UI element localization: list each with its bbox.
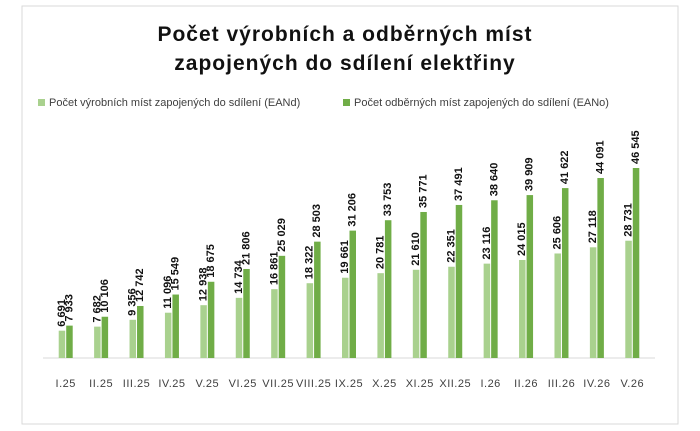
value-label: 24 015 [516,222,528,256]
value-label: 37 491 [453,167,465,201]
bar [172,294,179,358]
bar [420,211,427,358]
x-tick-label: VI.25 [229,378,257,390]
value-label: 25 606 [552,216,564,250]
value-label: 7 933 [63,294,75,322]
value-label: 19 661 [339,240,351,274]
bar [455,204,463,358]
x-tick-label: II.25 [89,378,113,390]
x-tick-label: V.25 [196,378,220,390]
bar [278,255,286,358]
bar [625,240,632,358]
value-label: 14 734 [233,259,245,294]
x-tick-label: XII.25 [439,378,471,390]
value-label: 23 116 [481,227,493,260]
bar [526,195,534,358]
bar [589,247,597,358]
bar [349,230,356,358]
value-label: 9 356 [127,288,139,316]
bar [200,305,207,358]
bar [314,241,321,358]
value-label: 31 206 [347,193,359,227]
bar [412,269,420,358]
x-tick-label: IV.25 [158,378,185,390]
bar [448,266,455,358]
bar [94,326,101,358]
x-tick-label: IV.26 [583,378,610,390]
value-label: 16 861 [268,252,280,286]
bar [561,188,569,358]
value-label: 18 322 [304,246,316,280]
value-label: 15 549 [170,257,182,291]
value-label: 35 771 [417,174,429,208]
value-label: 38 640 [488,163,500,197]
value-label: 21 806 [240,231,252,265]
x-tick-label: III.25 [123,378,150,390]
value-label: 44 091 [595,140,607,174]
value-label: 12 938 [198,268,210,302]
title-part: zapojených do sdílení elektřiny [174,52,515,75]
bar [66,325,73,358]
value-label: 46 545 [630,130,642,164]
title-part: Počet výrobních a odběrných míst [157,23,532,46]
value-label: 20 781 [375,236,387,270]
x-tick-label: I.26 [480,378,500,390]
bar [207,281,215,358]
value-label: 7 682 [91,295,103,323]
x-tick-label: V.26 [620,378,644,390]
value-label: 25 029 [276,218,288,252]
bar [306,283,314,358]
x-tick-label: X.25 [372,378,397,390]
bar [491,200,498,358]
x-tick-label: XI.25 [406,378,434,390]
value-label: 21 610 [410,232,422,266]
bar [519,259,526,358]
bar [235,297,243,358]
bar [243,268,250,358]
value-label: 28 731 [622,203,634,237]
x-tick-label: I.25 [56,378,76,390]
legend-label: Počet odběrných míst zapojených do sdíle… [354,97,609,109]
value-label: 28 503 [311,204,323,238]
x-tick-label: VIII.25 [296,378,331,390]
value-label: 39 909 [524,157,536,191]
bar [342,277,349,358]
bar [58,330,66,358]
bar [597,178,604,358]
chart-title-line-2: zapojených do sdílení elektřiny [174,52,515,75]
x-tick-label: II.26 [514,378,538,390]
x-tick-label: IX.25 [335,378,363,390]
bar [101,316,109,358]
bar [129,319,137,358]
bar [554,253,561,358]
value-label: 10 106 [99,279,111,313]
value-label: 11 096 [162,276,174,309]
legend-swatch [38,99,45,106]
chart-title-line-1: Počet výrobních a odběrných míst [157,23,532,46]
value-label: 41 622 [559,150,571,184]
bar [271,289,278,358]
value-label: 18 675 [205,244,217,278]
value-label: 33 753 [382,183,394,217]
bar [164,312,172,358]
x-tick-label: III.26 [548,378,575,390]
legend-label: Počet výrobních míst zapojených do sdíle… [49,97,300,109]
bar [377,273,384,358]
value-label: 12 742 [134,268,146,302]
value-label: 22 351 [445,229,457,263]
value-label: 6 691 [56,299,68,327]
bar [137,305,144,358]
legend-swatch [343,99,350,106]
value-label: 27 118 [587,210,599,243]
bar [483,263,491,358]
bar [632,168,640,358]
bar [384,220,392,358]
x-tick-label: VII.25 [262,378,294,390]
